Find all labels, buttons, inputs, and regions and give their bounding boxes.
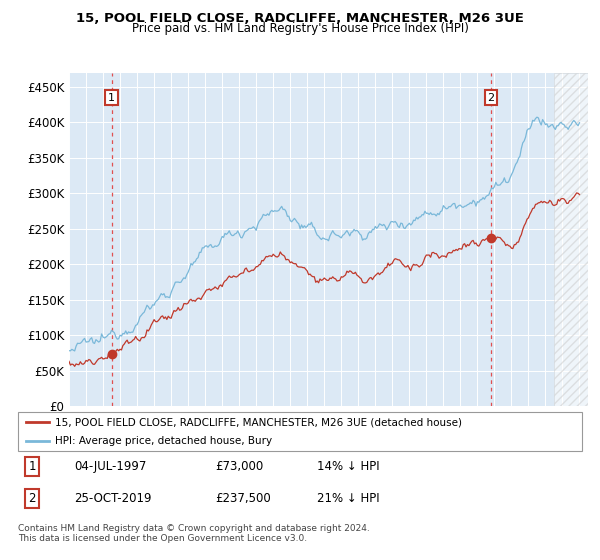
Text: 21% ↓ HPI: 21% ↓ HPI [317,492,380,505]
Text: 04-JUL-1997: 04-JUL-1997 [74,460,147,473]
Text: 25-OCT-2019: 25-OCT-2019 [74,492,152,505]
Text: HPI: Average price, detached house, Bury: HPI: Average price, detached house, Bury [55,436,272,446]
Text: 1: 1 [108,92,115,102]
Text: 15, POOL FIELD CLOSE, RADCLIFFE, MANCHESTER, M26 3UE (detached house): 15, POOL FIELD CLOSE, RADCLIFFE, MANCHES… [55,417,461,427]
Text: £73,000: £73,000 [215,460,263,473]
Text: 15, POOL FIELD CLOSE, RADCLIFFE, MANCHESTER, M26 3UE: 15, POOL FIELD CLOSE, RADCLIFFE, MANCHES… [76,12,524,25]
Text: 14% ↓ HPI: 14% ↓ HPI [317,460,380,473]
Text: 2: 2 [487,92,494,102]
Text: Price paid vs. HM Land Registry's House Price Index (HPI): Price paid vs. HM Land Registry's House … [131,22,469,35]
Bar [554,73,588,406]
Text: 1: 1 [28,460,36,473]
Text: 2: 2 [28,492,36,505]
Text: £237,500: £237,500 [215,492,271,505]
Text: Contains HM Land Registry data © Crown copyright and database right 2024.
This d: Contains HM Land Registry data © Crown c… [18,524,370,543]
FancyBboxPatch shape [18,412,582,451]
